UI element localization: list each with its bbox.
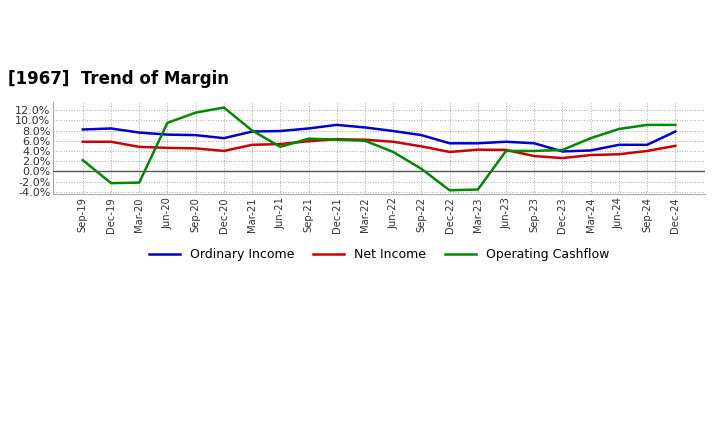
Ordinary Income bbox=[333, 122, 341, 128]
Net Income bbox=[586, 152, 595, 158]
Net Income bbox=[276, 141, 284, 147]
Operating Cashflow bbox=[135, 180, 143, 185]
Net Income bbox=[305, 139, 313, 144]
Ordinary Income bbox=[163, 132, 172, 137]
Net Income bbox=[248, 142, 256, 147]
Operating Cashflow bbox=[220, 105, 228, 110]
Net Income bbox=[671, 143, 680, 148]
Net Income bbox=[558, 155, 567, 161]
Operating Cashflow bbox=[417, 166, 426, 172]
Operating Cashflow bbox=[474, 187, 482, 192]
Net Income bbox=[643, 148, 652, 154]
Ordinary Income bbox=[276, 128, 284, 134]
Operating Cashflow bbox=[643, 122, 652, 128]
Ordinary Income bbox=[474, 141, 482, 146]
Operating Cashflow bbox=[615, 126, 624, 132]
Operating Cashflow bbox=[586, 136, 595, 141]
Ordinary Income bbox=[671, 129, 680, 134]
Operating Cashflow bbox=[78, 158, 87, 163]
Operating Cashflow bbox=[558, 147, 567, 153]
Operating Cashflow bbox=[163, 120, 172, 125]
Net Income bbox=[502, 147, 510, 153]
Operating Cashflow bbox=[389, 149, 397, 154]
Operating Cashflow bbox=[276, 144, 284, 150]
Net Income bbox=[163, 145, 172, 150]
Operating Cashflow bbox=[192, 110, 200, 115]
Ordinary Income bbox=[643, 142, 652, 147]
Line: Ordinary Income: Ordinary Income bbox=[83, 125, 675, 151]
Net Income bbox=[361, 137, 369, 143]
Operating Cashflow bbox=[333, 137, 341, 143]
Ordinary Income bbox=[445, 141, 454, 146]
Net Income bbox=[220, 148, 228, 154]
Operating Cashflow bbox=[361, 138, 369, 143]
Legend: Ordinary Income, Net Income, Operating Cashflow: Ordinary Income, Net Income, Operating C… bbox=[148, 249, 610, 261]
Net Income bbox=[78, 139, 87, 144]
Ordinary Income bbox=[135, 130, 143, 135]
Ordinary Income bbox=[305, 126, 313, 131]
Ordinary Income bbox=[389, 128, 397, 134]
Operating Cashflow bbox=[530, 148, 539, 154]
Operating Cashflow bbox=[671, 122, 680, 128]
Ordinary Income bbox=[107, 126, 115, 131]
Operating Cashflow bbox=[248, 128, 256, 133]
Net Income bbox=[615, 152, 624, 157]
Line: Operating Cashflow: Operating Cashflow bbox=[83, 107, 675, 190]
Ordinary Income bbox=[417, 132, 426, 138]
Operating Cashflow bbox=[502, 148, 510, 154]
Ordinary Income bbox=[361, 125, 369, 130]
Net Income bbox=[135, 144, 143, 150]
Net Income bbox=[474, 147, 482, 152]
Ordinary Income bbox=[558, 149, 567, 154]
Net Income bbox=[192, 146, 200, 151]
Net Income bbox=[530, 154, 539, 159]
Ordinary Income bbox=[220, 136, 228, 141]
Operating Cashflow bbox=[107, 180, 115, 186]
Line: Net Income: Net Income bbox=[83, 139, 675, 158]
Ordinary Income bbox=[530, 141, 539, 146]
Net Income bbox=[333, 136, 341, 142]
Ordinary Income bbox=[502, 139, 510, 144]
Text: [1967]  Trend of Margin: [1967] Trend of Margin bbox=[7, 70, 228, 88]
Net Income bbox=[389, 139, 397, 144]
Ordinary Income bbox=[78, 127, 87, 132]
Operating Cashflow bbox=[445, 187, 454, 193]
Ordinary Income bbox=[586, 148, 595, 153]
Ordinary Income bbox=[248, 129, 256, 134]
Net Income bbox=[445, 149, 454, 154]
Net Income bbox=[417, 144, 426, 149]
Ordinary Income bbox=[192, 132, 200, 138]
Operating Cashflow bbox=[305, 136, 313, 141]
Net Income bbox=[107, 139, 115, 144]
Ordinary Income bbox=[615, 142, 624, 147]
